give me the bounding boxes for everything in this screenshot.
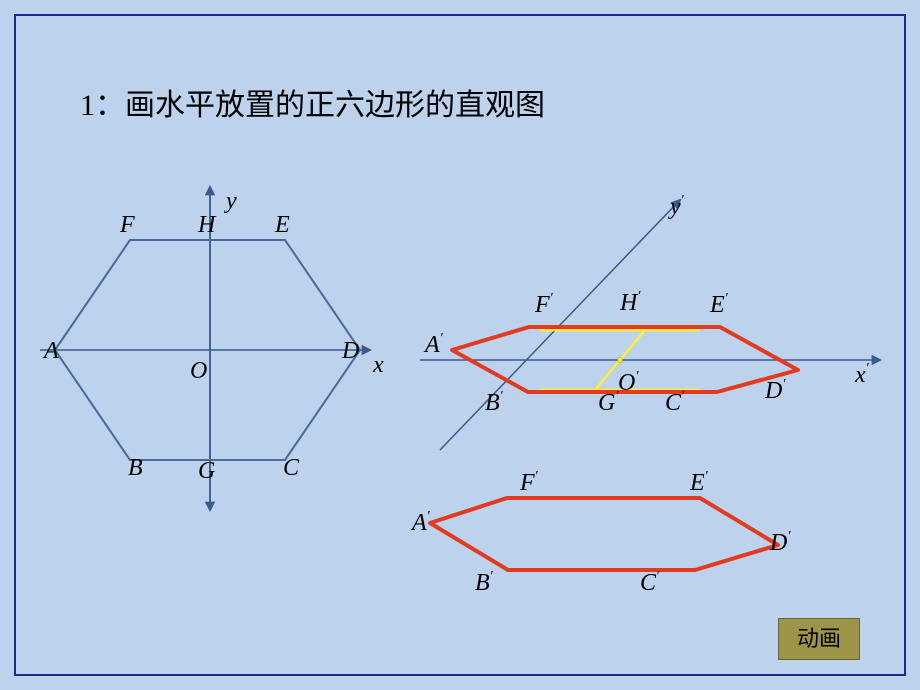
svg-text:C: C (283, 455, 300, 481)
svg-text:O: O (190, 358, 207, 384)
svg-text:H: H (197, 212, 217, 238)
construction-line (620, 330, 645, 360)
slide: 1：画水平放置的正六边形的直观图 AFEDCBHGOxy A′F′H′E′D′C… (0, 0, 920, 690)
svg-text:E: E (274, 212, 290, 238)
svg-text:A: A (42, 338, 59, 364)
svg-text:C′: C′ (665, 389, 685, 416)
svg-text:G: G (198, 458, 215, 484)
svg-text:H′: H′ (619, 289, 641, 316)
svg-text:F′: F′ (534, 291, 554, 318)
svg-text:D′: D′ (769, 529, 791, 556)
svg-text:B′: B′ (485, 389, 504, 416)
svg-text:G′: G′ (598, 389, 619, 416)
svg-text:D′: D′ (764, 377, 786, 404)
svg-text:x: x (372, 352, 384, 378)
animation-button[interactable]: 动画 (778, 618, 860, 660)
svg-text:A′: A′ (423, 331, 444, 358)
svg-text:E′: E′ (689, 469, 709, 496)
svg-text:x′: x′ (854, 361, 870, 388)
svg-text:F: F (119, 212, 135, 238)
svg-text:E′: E′ (709, 291, 729, 318)
svg-text:y′: y′ (668, 193, 685, 220)
svg-text:y: y (224, 188, 237, 214)
construction-line (595, 360, 620, 390)
oblique-hexagon-lower (430, 498, 778, 570)
svg-text:A′: A′ (410, 509, 431, 536)
svg-text:B′: B′ (475, 569, 494, 596)
svg-text:D: D (341, 338, 359, 364)
svg-text:B: B (128, 455, 143, 481)
svg-text:C′: C′ (640, 569, 660, 596)
svg-text:F′: F′ (519, 469, 539, 496)
diagram-svg: AFEDCBHGOxy A′F′H′E′D′C′G′B′O′x′y′ A′F′E… (0, 0, 920, 690)
